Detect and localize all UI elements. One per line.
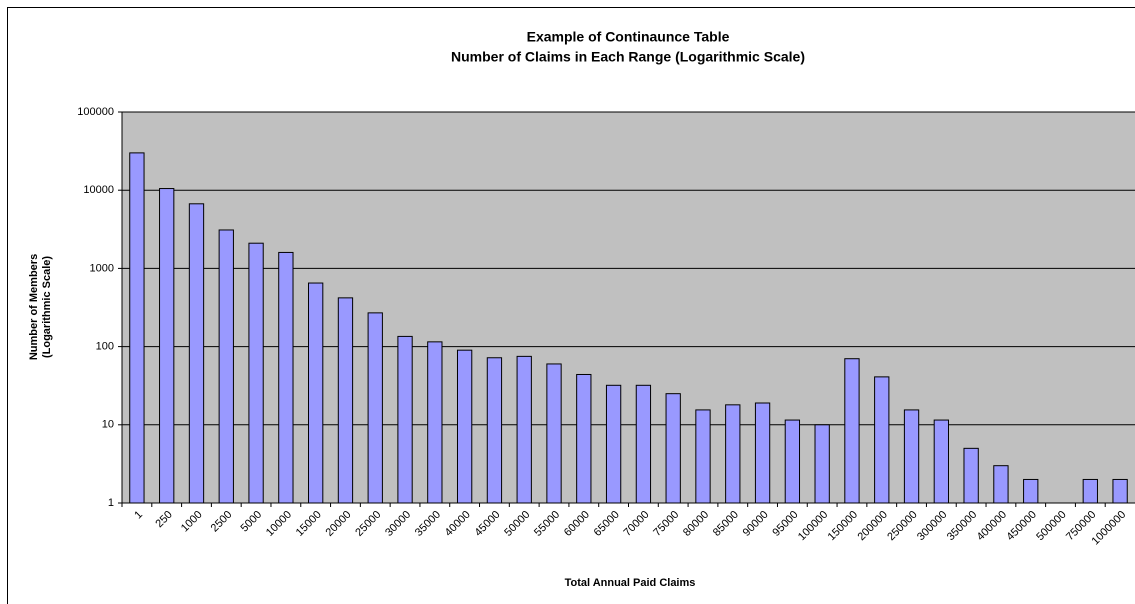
bar — [516, 355, 532, 504]
bar — [814, 424, 830, 504]
bar — [218, 229, 234, 504]
bar — [129, 152, 145, 504]
bar — [427, 341, 443, 504]
y-axis-title: Number of Members — [28, 254, 40, 360]
chart-title: Example of Continaunce Table — [527, 29, 730, 45]
bar — [576, 373, 592, 504]
bar — [725, 404, 741, 504]
bar — [397, 335, 413, 504]
bar — [367, 312, 383, 504]
bar — [486, 357, 503, 504]
bar — [844, 358, 860, 504]
bar — [963, 447, 979, 504]
y-axis-title: (Logarithmic Scale) — [41, 256, 53, 358]
bar — [993, 465, 1009, 504]
bar — [456, 349, 473, 504]
y-tick-label: 100 — [96, 341, 114, 353]
bar — [784, 419, 801, 504]
bar — [665, 393, 681, 504]
bar — [695, 409, 711, 504]
y-tick-label: 10000 — [83, 184, 114, 196]
bar — [1023, 478, 1039, 504]
bar — [546, 363, 562, 504]
bar — [635, 384, 652, 504]
bar — [754, 402, 771, 504]
bar — [248, 242, 264, 504]
bar — [278, 251, 294, 504]
y-tick-label: 1000 — [90, 262, 114, 274]
bar — [605, 384, 622, 504]
bar — [1112, 478, 1128, 504]
bar — [874, 376, 890, 504]
plot-area — [122, 112, 1135, 503]
bar — [337, 297, 354, 504]
y-tick-label: 10 — [102, 419, 114, 431]
bar — [1082, 478, 1098, 504]
bar — [188, 203, 205, 504]
bar — [933, 419, 949, 504]
bar — [308, 282, 324, 504]
y-tick-label: 100000 — [77, 106, 114, 118]
chart-subtitle: Number of Claims in Each Range (Logarith… — [451, 49, 805, 65]
bar — [903, 409, 920, 504]
bar — [159, 188, 175, 504]
x-axis-title: Total Annual Paid Claims — [565, 577, 696, 589]
y-tick-label: 1 — [108, 497, 114, 509]
